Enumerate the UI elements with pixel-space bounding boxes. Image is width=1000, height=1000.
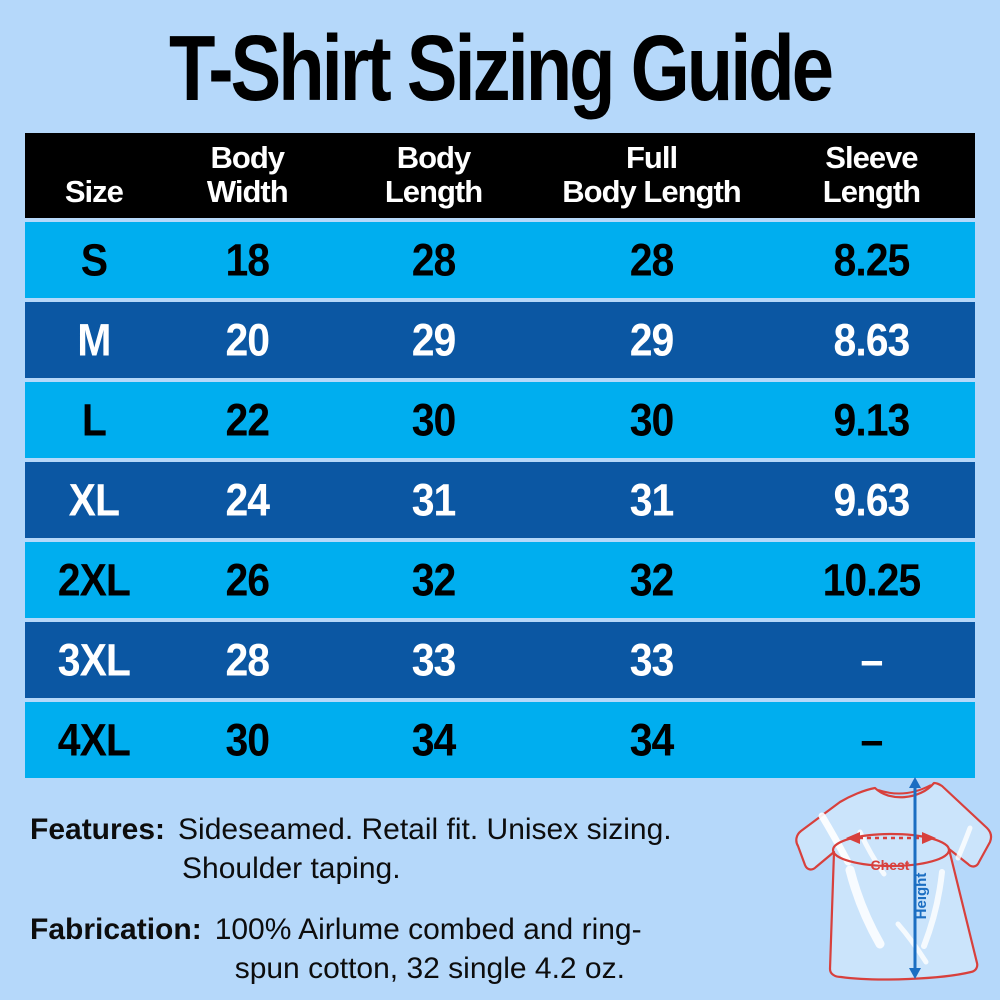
cell-sleeve-length: 8.63 bbox=[833, 314, 911, 365]
cell-size: 4XL bbox=[57, 714, 131, 765]
cell-size: S bbox=[80, 234, 108, 285]
header-full-body-length-bottom: Body Length bbox=[562, 174, 741, 210]
cell-sleeve-length: – bbox=[860, 714, 884, 765]
size-table: Size Body Width Body Length Full Body Le… bbox=[25, 133, 975, 778]
cell-body-width: 22 bbox=[225, 394, 270, 445]
chest-arrow-right-icon bbox=[922, 832, 936, 844]
cell-full-body-length: 34 bbox=[629, 714, 675, 765]
table-row-xl: XL 24 31 31 9.63 bbox=[25, 462, 975, 538]
table-row-m: M 20 29 29 8.63 bbox=[25, 302, 975, 378]
cell-sleeve-length: 10.25 bbox=[822, 554, 922, 605]
header-size-bottom: Size bbox=[64, 174, 124, 210]
fabrication-note: Fabrication: 100% Airlume combed and rin… bbox=[30, 910, 820, 988]
header-body-width: Body Width bbox=[163, 133, 332, 218]
cell-body-length: 30 bbox=[411, 394, 457, 445]
cell-body-width: 26 bbox=[225, 554, 270, 605]
cell-full-body-length: 28 bbox=[629, 234, 675, 285]
height-arrow-bottom-icon bbox=[909, 968, 921, 979]
header-size: Size bbox=[25, 133, 163, 218]
chest-arrow-left-icon bbox=[846, 832, 860, 844]
features-line2: Shoulder taping. bbox=[182, 852, 401, 885]
cell-body-length: 34 bbox=[411, 714, 457, 765]
cell-full-body-length: 30 bbox=[629, 394, 675, 445]
header-body-length-bottom: Length bbox=[384, 174, 483, 210]
cell-full-body-length: 32 bbox=[629, 554, 675, 605]
cell-full-body-length: 31 bbox=[629, 474, 675, 525]
cell-size: L bbox=[81, 394, 107, 445]
cell-body-length: 31 bbox=[411, 474, 457, 525]
cell-size: XL bbox=[68, 474, 120, 525]
header-full-body-length-top: Full bbox=[625, 139, 678, 175]
height-label: Height bbox=[913, 873, 930, 920]
tshirt-collar-icon bbox=[877, 784, 932, 795]
cell-body-width: 18 bbox=[225, 234, 270, 285]
cell-full-body-length: 29 bbox=[629, 314, 675, 365]
chest-measure-ellipse bbox=[831, 832, 951, 868]
header-sleeve-length-bottom: Length bbox=[822, 174, 921, 210]
cell-body-length: 28 bbox=[411, 234, 457, 285]
table-row-4xl: 4XL 30 34 34 – bbox=[25, 702, 975, 778]
height-arrow-top-icon bbox=[909, 777, 921, 788]
fabrication-label: Fabrication: bbox=[30, 913, 202, 946]
header-sleeve-length: Sleeve Length bbox=[768, 133, 975, 218]
cell-sleeve-length: – bbox=[860, 634, 884, 685]
features-label: Features: bbox=[30, 813, 166, 846]
notes-section: Features: Sideseamed. Retail fit. Unisex… bbox=[30, 810, 820, 988]
cell-body-length: 29 bbox=[411, 314, 457, 365]
features-text: Sideseamed. Retail fit. Unisex sizing. S… bbox=[178, 810, 672, 888]
header-body-width-bottom: Width bbox=[206, 174, 289, 210]
cell-size: M bbox=[77, 314, 111, 365]
fabrication-line2: spun cotton, 32 single 4.2 oz. bbox=[234, 952, 625, 985]
cell-sleeve-length: 9.63 bbox=[833, 474, 911, 525]
tshirt-measurement-diagram: Chest Height bbox=[795, 777, 993, 981]
tshirt-outline-icon bbox=[795, 781, 993, 981]
cell-full-body-length: 33 bbox=[629, 634, 675, 685]
header-body-width-top: Body bbox=[210, 139, 285, 175]
features-line1: Sideseamed. Retail fit. Unisex sizing. bbox=[178, 813, 672, 846]
cell-body-width: 24 bbox=[225, 474, 270, 525]
chest-label: Chest bbox=[871, 857, 910, 873]
cell-body-width: 30 bbox=[225, 714, 270, 765]
header-full-body-length: Full Body Length bbox=[535, 133, 768, 218]
cell-size: 3XL bbox=[57, 634, 131, 685]
cell-body-length: 32 bbox=[411, 554, 457, 605]
table-row-l: L 22 30 30 9.13 bbox=[25, 382, 975, 458]
header-body-length-top: Body bbox=[396, 139, 471, 175]
cell-sleeve-length: 9.13 bbox=[833, 394, 911, 445]
features-note: Features: Sideseamed. Retail fit. Unisex… bbox=[30, 810, 820, 888]
header-sleeve-length-top: Sleeve bbox=[825, 139, 918, 175]
cell-size: 2XL bbox=[57, 554, 131, 605]
table-row-3xl: 3XL 28 33 33 – bbox=[25, 622, 975, 698]
table-row-2xl: 2XL 26 32 32 10.25 bbox=[25, 542, 975, 618]
header-body-length: Body Length bbox=[332, 133, 535, 218]
table-header-row: Size Body Width Body Length Full Body Le… bbox=[25, 133, 975, 218]
table-row-s: S 18 28 28 8.25 bbox=[25, 222, 975, 298]
cell-sleeve-length: 8.25 bbox=[833, 234, 911, 285]
page-title: T-Shirt Sizing Guide bbox=[169, 17, 834, 121]
fabrication-line1: 100% Airlume combed and ring- bbox=[214, 913, 642, 946]
fabrication-text: 100% Airlume combed and ring- spun cotto… bbox=[215, 910, 642, 988]
cell-body-width: 20 bbox=[225, 314, 270, 365]
cell-body-width: 28 bbox=[225, 634, 270, 685]
cell-body-length: 33 bbox=[411, 634, 457, 685]
